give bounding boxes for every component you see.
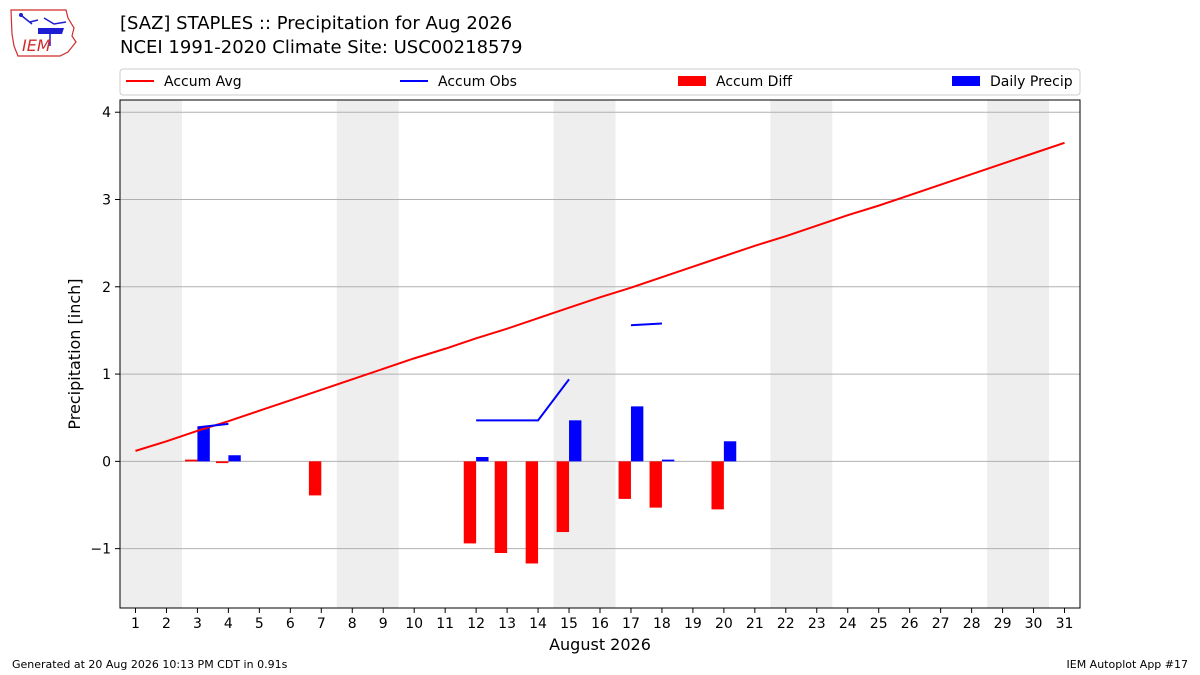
accum-diff-bar xyxy=(556,461,570,533)
accum-diff-bar xyxy=(525,461,539,564)
accum-obs-line xyxy=(630,322,662,327)
x-axis-label: August 2026 xyxy=(549,635,651,654)
x-tick-label: 19 xyxy=(684,616,702,632)
iem-logo: IEM xyxy=(10,9,77,57)
x-tick-label: 23 xyxy=(808,616,826,632)
x-tick-label: 15 xyxy=(560,616,578,632)
daily-precip-bar xyxy=(723,441,737,462)
daily-precip-bar xyxy=(228,455,241,462)
x-tick-label: 28 xyxy=(963,616,981,632)
legend-swatch-accum-diff xyxy=(678,76,706,86)
legend-label-accum-diff: Accum Diff xyxy=(716,74,792,90)
x-tick-label: 11 xyxy=(436,616,454,632)
bars xyxy=(185,406,737,564)
daily-precip-bar xyxy=(197,427,210,462)
x-tick-label: 13 xyxy=(498,616,516,632)
accum-diff-bar xyxy=(308,461,322,496)
x-tick-label: 30 xyxy=(1025,616,1043,632)
y-tick-label: −1 xyxy=(90,542,111,558)
accum-diff-bar xyxy=(618,461,631,499)
lines xyxy=(135,141,1065,452)
legend: Accum Avg Accum Obs Accum Diff Daily Pre… xyxy=(119,68,1081,96)
accum-diff-bar xyxy=(649,461,662,508)
legend-label-accum-obs: Accum Obs xyxy=(438,74,517,90)
accum-avg-line xyxy=(135,141,1065,452)
x-tick-label: 20 xyxy=(715,616,733,632)
accum-diff-bar xyxy=(185,459,198,462)
legend-label-daily-precip: Daily Precip xyxy=(990,74,1073,90)
x-tick-label: 8 xyxy=(348,616,357,632)
y-tick-label: 2 xyxy=(102,280,111,296)
x-tick-label: 24 xyxy=(839,616,857,632)
x-tick-label: 6 xyxy=(286,616,295,632)
x-tick-label: 18 xyxy=(653,616,671,632)
legend-swatch-daily-precip xyxy=(952,76,980,86)
x-tick-label: 29 xyxy=(994,616,1012,632)
y-tick-label: 1 xyxy=(102,367,111,383)
accum-diff-bar xyxy=(711,461,724,510)
y-axis-label: Precipitation [inch] xyxy=(65,278,84,429)
accum-obs-line xyxy=(197,422,229,429)
y-tick-label: 0 xyxy=(102,454,111,470)
x-tick-label: 31 xyxy=(1056,616,1074,632)
generated-timestamp: Generated at 20 Aug 2026 10:13 PM CDT in… xyxy=(12,658,288,671)
legend-label-accum-avg: Accum Avg xyxy=(164,74,242,90)
weekend-shade xyxy=(987,100,1050,608)
y-tick-label: 3 xyxy=(102,193,111,209)
x-tick-label: 17 xyxy=(622,616,640,632)
x-tick-label: 22 xyxy=(777,616,795,632)
x-tick-label: 2 xyxy=(162,616,171,632)
weekend-shading xyxy=(120,100,1050,608)
daily-precip-bar xyxy=(569,420,582,462)
x-tick-label: 1 xyxy=(131,616,140,632)
x-tick-label: 5 xyxy=(255,616,264,632)
weekend-shade xyxy=(336,100,399,608)
x-tick-label: 12 xyxy=(467,616,485,632)
grid-lines xyxy=(120,111,1080,550)
daily-precip-bar xyxy=(476,456,489,462)
app-credit: IEM Autoplot App #17 xyxy=(1066,658,1189,671)
x-tick-label: 4 xyxy=(224,616,233,632)
accum-obs-line xyxy=(476,378,570,422)
x-tick-label: 16 xyxy=(591,616,609,632)
chart-title: [SAZ] STAPLES :: Precipitation for Aug 2… xyxy=(120,13,513,34)
chart-subtitle: NCEI 1991-2020 Climate Site: USC00218579 xyxy=(120,37,523,58)
x-tick-label: 3 xyxy=(193,616,202,632)
daily-precip-bar xyxy=(630,406,644,462)
logo-text: IEM xyxy=(22,36,51,55)
x-tick-label: 27 xyxy=(932,616,950,632)
x-tick-label: 7 xyxy=(317,616,326,632)
accum-diff-bar xyxy=(216,461,229,464)
accum-diff-bar xyxy=(494,461,508,554)
x-tick-label: 10 xyxy=(405,616,423,632)
x-tick-label: 26 xyxy=(901,616,919,632)
x-tick-label: 25 xyxy=(870,616,888,632)
weekend-shade xyxy=(770,100,833,608)
x-tick-label: 9 xyxy=(379,616,388,632)
y-tick-label: 4 xyxy=(102,105,111,121)
daily-precip-bar xyxy=(661,459,675,462)
x-tick-label: 14 xyxy=(529,616,547,632)
x-tick-label: 21 xyxy=(746,616,764,632)
accum-diff-bar xyxy=(463,461,477,544)
weekend-shade xyxy=(120,100,182,608)
legend-box xyxy=(119,68,1081,96)
